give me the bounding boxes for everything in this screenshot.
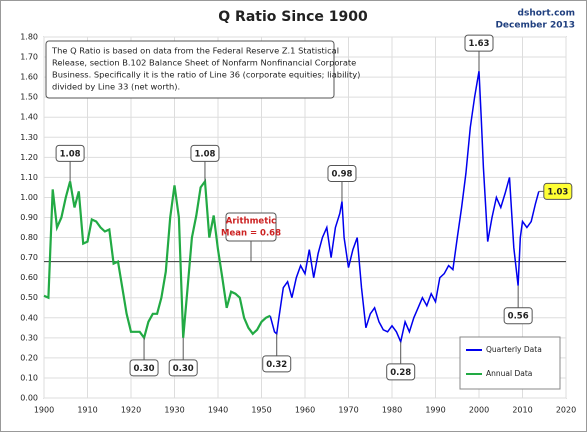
note-box	[45, 40, 335, 99]
y-tick-label: 1.00	[20, 193, 38, 202]
callout-box	[386, 363, 416, 381]
mean-label: Mean = 0.68	[221, 229, 281, 239]
y-tick-label: 1.20	[20, 153, 38, 162]
callout-box	[55, 144, 85, 162]
x-tick-label: 1910	[77, 406, 97, 415]
callout-box	[129, 359, 159, 377]
y-tick-label: 0.70	[20, 253, 38, 262]
x-tick-label: 1970	[338, 406, 358, 415]
y-tick-label: 0.90	[20, 213, 38, 222]
chart-title: Q Ratio Since 1900	[218, 9, 368, 25]
x-tick-label: 1930	[164, 406, 184, 415]
callout-box	[503, 307, 533, 325]
source-date: December 2013	[495, 21, 575, 31]
y-tick-label: 1.10	[20, 173, 38, 182]
y-tick-label: 1.30	[20, 133, 38, 142]
y-tick-label: 0.30	[20, 333, 38, 342]
callout-box	[168, 359, 198, 377]
callout-box	[190, 144, 220, 162]
x-tick-label: 1960	[295, 406, 315, 415]
callout-label: 0.30	[134, 364, 155, 374]
y-tick-label: 0.80	[20, 233, 38, 242]
x-tick-label: 1980	[382, 406, 402, 415]
mean-label: Arithmetic	[226, 217, 276, 227]
callout-label: 0.98	[331, 169, 352, 179]
legend-box	[459, 336, 561, 390]
x-tick-label: 1900	[34, 406, 54, 415]
callout-box	[543, 182, 573, 200]
y-tick-label: 1.80	[20, 33, 38, 42]
source: dshort.com	[518, 9, 575, 19]
legend-label: Quarterly Data	[486, 345, 542, 354]
callout-label: 0.32	[266, 360, 287, 370]
x-tick-label: 1940	[208, 406, 228, 415]
y-tick-label: 0.00	[20, 394, 38, 403]
y-tick-label: 0.50	[20, 293, 38, 302]
x-tick-label: 1990	[425, 406, 445, 415]
y-tick-label: 0.60	[20, 273, 38, 282]
y-tick-label: 1.50	[20, 93, 38, 102]
note-text: Release, section B.102 Balance Sheet of …	[52, 58, 356, 68]
legend-label: Annual Data	[486, 369, 532, 378]
note-text: divided by Line 33 (net worth).	[52, 82, 180, 92]
callout-label: 0.30	[173, 364, 194, 374]
callout-label: 1.03	[547, 187, 568, 197]
x-tick-label: 1950	[251, 406, 271, 415]
y-tick-label: 1.70	[20, 53, 38, 62]
series-line	[269, 70, 540, 345]
x-tick-label: 2020	[556, 406, 576, 415]
callout-label: 0.28	[390, 368, 411, 378]
callout-box	[464, 34, 494, 52]
note-text: The Q Ratio is based on data from the Fe…	[51, 46, 339, 56]
x-tick-label: 2000	[469, 406, 489, 415]
callout-box	[262, 355, 292, 373]
callout-label: 1.08	[60, 149, 81, 159]
y-tick-label: 0.40	[20, 313, 38, 322]
note-text: Business. Specifically it is the ratio o…	[52, 70, 360, 80]
y-tick-label: 1.40	[20, 113, 38, 122]
series-line	[43, 178, 271, 341]
x-tick-label: 1920	[121, 406, 141, 415]
callout-label: 1.63	[469, 39, 490, 49]
y-tick-label: 0.10	[20, 373, 38, 382]
callout-label: 1.08	[194, 149, 215, 159]
callout-box	[327, 164, 357, 182]
x-tick-label: 2010	[512, 406, 532, 415]
y-tick-label: 1.60	[20, 73, 38, 82]
y-tick-label: 0.20	[20, 353, 38, 362]
callout-label: 0.56	[508, 312, 529, 322]
